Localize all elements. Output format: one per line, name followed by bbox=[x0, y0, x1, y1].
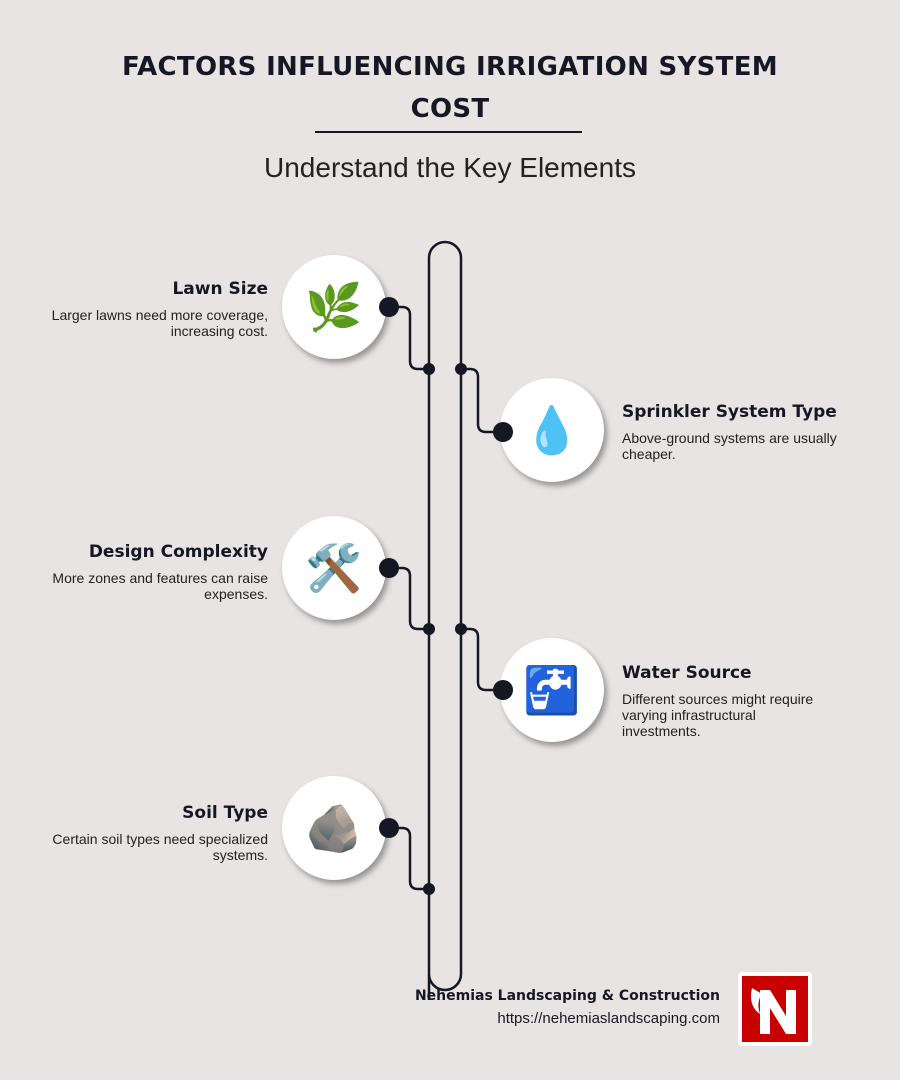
company-logo bbox=[738, 972, 812, 1046]
factor-title: Lawn Size bbox=[172, 279, 268, 299]
title-divider bbox=[315, 131, 582, 133]
track-node bbox=[423, 623, 435, 635]
herb-icon: 🌿 bbox=[282, 255, 386, 359]
factor-water-source: Water Source Different sources might req… bbox=[622, 663, 822, 739]
footer-brand: Nehemias Landscaping & Construction http… bbox=[415, 988, 720, 1027]
factor-design-complexity: Design Complexity More zones and feature… bbox=[28, 542, 268, 602]
connector-dot bbox=[493, 422, 513, 442]
factor-soil-type: Soil Type Certain soil types need specia… bbox=[28, 803, 268, 863]
page-subtitle: Understand the Key Elements bbox=[264, 152, 636, 183]
factor-lawn-size: Lawn Size Larger lawns need more coverag… bbox=[28, 279, 268, 339]
company-url[interactable]: https://nehemiaslandscaping.com bbox=[497, 1010, 720, 1027]
connector-design bbox=[389, 566, 429, 631]
page-title: FACTORS INFLUENCING IRRIGATION SYSTEM CO… bbox=[122, 52, 778, 124]
connector-dot bbox=[379, 297, 399, 317]
company-name: Nehemias Landscaping & Construction bbox=[414, 988, 720, 1004]
factor-text: Larger lawns need more coverage, increas… bbox=[51, 307, 268, 339]
track-node bbox=[423, 363, 435, 375]
hammer-wrench-icon: 🛠️ bbox=[282, 516, 386, 620]
rock-icon: 🪨 bbox=[282, 776, 386, 880]
factor-text: Above-ground systems are usually cheaper… bbox=[622, 430, 837, 462]
connector-lawn-size bbox=[389, 305, 429, 371]
track-node bbox=[455, 623, 467, 635]
track-loop bbox=[427, 240, 463, 1000]
factor-text: More zones and features can raise expens… bbox=[52, 570, 268, 602]
droplet-icon: 💧 bbox=[500, 378, 604, 482]
factor-sprinkler-type: Sprinkler System Type Above-ground syste… bbox=[622, 402, 862, 462]
track-node bbox=[423, 883, 435, 895]
connector-dot bbox=[379, 558, 399, 578]
connector-sprinkler bbox=[461, 367, 503, 434]
logo-mark bbox=[751, 988, 796, 1034]
connector-dot bbox=[379, 818, 399, 838]
factor-title: Sprinkler System Type bbox=[622, 402, 837, 422]
connector-dot bbox=[493, 680, 513, 700]
factor-title: Design Complexity bbox=[88, 542, 268, 562]
connector-soil bbox=[389, 826, 429, 891]
track-node bbox=[455, 363, 467, 375]
factor-text: Certain soil types need specialized syst… bbox=[52, 831, 268, 863]
factor-text: Different sources might require varying … bbox=[622, 691, 814, 739]
factor-title: Water Source bbox=[622, 663, 752, 683]
factor-title: Soil Type bbox=[182, 803, 268, 823]
faucet-icon: 🚰 bbox=[500, 638, 604, 742]
connector-water bbox=[461, 627, 503, 692]
